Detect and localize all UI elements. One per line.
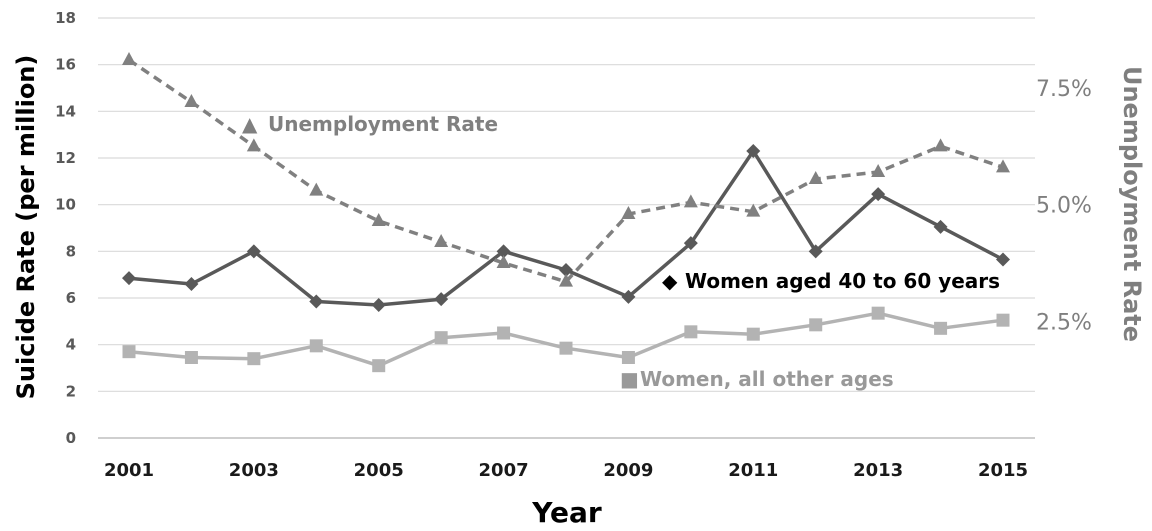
y-tick-label: 16 [55,56,76,74]
series-point [496,244,511,259]
series-point [372,359,386,373]
y-tick-label: 10 [55,196,76,214]
series-point [371,298,386,312]
series-lines [128,58,1004,368]
series-point [434,234,449,247]
x-axis-label: Year [531,496,602,529]
x-tick-label: 2005 [354,460,404,481]
series-point [246,244,261,259]
series-markers [122,52,1010,373]
y-axis-ticks: 0 2 4 6 8 10 12 14 16 18 [55,9,76,447]
series-point [184,351,198,364]
series-point [809,318,823,332]
annotation-women-40-60: ◆ Women aged 40 to 60 years [662,269,1000,293]
x-axis-ticks: 2001 2003 2005 2007 2009 2011 2013 2015 [104,460,1028,481]
series-point [309,339,323,353]
series-point [122,52,136,65]
series-point [497,326,511,340]
series-point [559,273,573,287]
y2-axis-label: Unemployment Rate [1118,66,1146,342]
y-tick-label: 6 [66,289,76,307]
series-point [684,325,698,339]
y2-tick-label: 5.0% [1036,194,1092,219]
gridlines [98,17,1035,439]
series-point [933,138,948,152]
series-point [746,203,761,217]
y-tick-label: 4 [66,336,76,354]
series-point [434,292,449,307]
series-point [808,244,823,259]
series-point [746,144,761,158]
annotation-unemployment: ▲ Unemployment Rate [242,112,498,136]
series-point [247,352,261,366]
series-point [246,138,261,152]
y-tick-label: 12 [55,149,76,167]
annotation-women-other-label: Women, all other ages [640,367,894,391]
series-line [128,58,1004,284]
x-tick-label: 2009 [603,460,653,481]
series-point [496,255,511,268]
annotation-unemployment-marker: ▲ [242,112,258,136]
y-tick-label: 14 [55,102,76,120]
series-point [683,194,698,208]
x-tick-label: 2015 [978,460,1028,481]
series-point [559,263,573,277]
series-point [309,182,324,196]
annotation-unemployment-label: Unemployment Rate [268,112,498,136]
series-point [309,294,324,309]
y2-tick-label: 2.5% [1036,310,1092,335]
series-point [934,321,948,335]
series-point [996,252,1010,267]
series-point [621,351,635,364]
y-tick-label: 18 [55,9,76,27]
series-point [621,206,636,219]
series-point [184,94,199,107]
x-tick-label: 2007 [479,460,529,481]
series-point [808,171,823,184]
annotation-women-other: ■ Women, all other ages [620,367,894,391]
series-point [371,213,386,226]
series-point [933,219,948,234]
series-point [621,289,636,304]
x-tick-label: 2001 [104,460,154,481]
y2-tick-label: 7.5% [1036,77,1092,102]
series-point [434,331,448,345]
y-tick-label: 8 [66,242,76,260]
series-point [122,271,136,286]
series-point [559,341,573,355]
x-tick-label: 2013 [853,460,903,481]
series-point [871,164,886,177]
series-point [683,236,698,251]
series-point [184,277,199,291]
x-tick-label: 2003 [229,460,279,481]
annotation-women-40-60-marker: ◆ [662,269,678,293]
y2-axis-ticks: 2.5% 5.0% 7.5% [1036,77,1092,335]
series-point [122,345,136,359]
annotation-women-40-60-label: Women aged 40 to 60 years [685,269,1000,293]
annotation-women-other-marker: ■ [620,367,639,391]
y-tick-label: 2 [66,382,76,400]
y-axis-label: Suicide Rate (per million) [12,55,40,400]
series-point [996,313,1010,327]
series-point [996,159,1010,173]
series-point [871,306,885,320]
y-tick-label: 0 [66,429,76,447]
series-point [746,327,760,341]
x-tick-label: 2011 [728,460,778,481]
series-point [871,187,886,202]
